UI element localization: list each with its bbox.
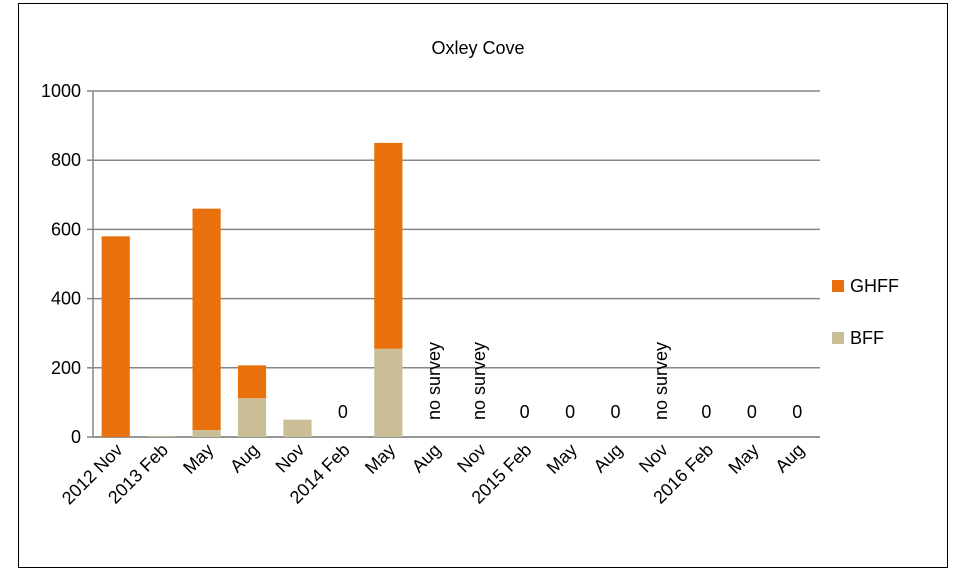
bar-ghff-0 [101, 236, 130, 437]
zero-label: 0 [747, 402, 757, 422]
no-survey-label: no survey [651, 342, 671, 420]
zero-label: 0 [338, 402, 348, 422]
annotations: 0 no survey no survey 0 0 0 no survey 0 0 0 [338, 342, 802, 422]
x-tick-label: Aug [408, 440, 445, 477]
x-tick-label: Nov [453, 440, 490, 477]
bar-bff-4 [283, 419, 312, 437]
zero-label: 0 [520, 402, 530, 422]
x-tick-label: May [543, 440, 581, 478]
no-survey-label: no survey [469, 342, 489, 420]
y-tick-label: 0 [71, 427, 81, 447]
legend: GHFF BFF [832, 276, 899, 348]
x-tick-label: May [724, 440, 762, 478]
zero-label: 0 [701, 402, 711, 422]
y-tick-label: 800 [51, 150, 81, 170]
y-axis-ticks: 0 200 400 600 800 1000 [41, 81, 81, 447]
bar-ghff-2 [192, 208, 221, 431]
y-tick-label: 1000 [41, 81, 81, 101]
x-tick-label: Aug [771, 440, 808, 477]
legend-swatch-ghff [832, 280, 844, 292]
zero-label: 0 [565, 402, 575, 422]
legend-label-bff: BFF [850, 328, 884, 348]
y-tick-label: 400 [51, 289, 81, 309]
chart-frame [18, 3, 948, 568]
zero-label: 0 [611, 402, 621, 422]
bars [101, 142, 403, 437]
bar-ghff-6 [374, 142, 403, 349]
chart-title: Oxley Cove [431, 38, 524, 58]
y-tick-label: 600 [51, 219, 81, 239]
no-survey-label: no survey [424, 342, 444, 420]
x-tick-label: Aug [590, 440, 627, 477]
bar-ghff-3 [237, 365, 267, 399]
x-tick-label: May [361, 440, 399, 478]
bar-bff-3 [237, 398, 267, 437]
x-tick-label: Aug [226, 440, 263, 477]
x-tick-label: Nov [635, 440, 672, 477]
zero-label: 0 [792, 402, 802, 422]
legend-label-ghff: GHFF [850, 276, 899, 296]
legend-swatch-bff [832, 332, 844, 344]
bar-bff-6 [374, 348, 403, 437]
y-tick-label: 200 [51, 358, 81, 378]
x-tick-label: May [179, 440, 217, 478]
x-tick-label: Nov [272, 440, 309, 477]
bar-bff-2 [192, 430, 221, 437]
bar-bff-1 [147, 436, 176, 437]
